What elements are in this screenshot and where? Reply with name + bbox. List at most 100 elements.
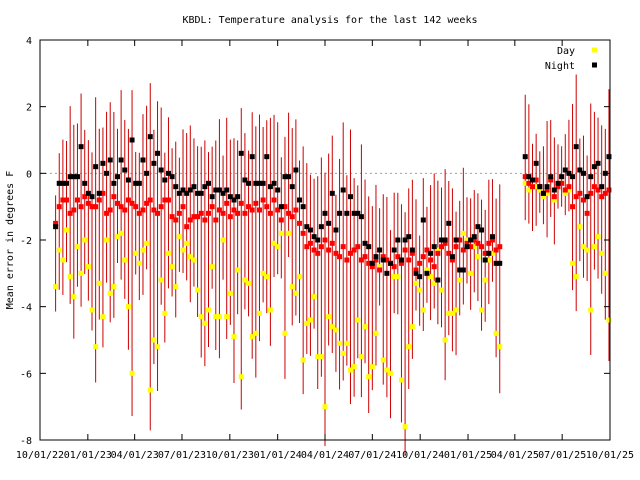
day-point — [93, 344, 99, 350]
mean-point — [136, 210, 142, 216]
night-point — [187, 187, 193, 193]
x-tick-label: 07/01/24 — [348, 450, 396, 461]
night-point — [198, 190, 204, 196]
mean-point — [486, 240, 492, 246]
night-point — [358, 214, 364, 220]
night-point — [173, 184, 179, 190]
night-point — [344, 210, 350, 216]
night-point — [220, 190, 226, 196]
mean-point — [406, 257, 412, 263]
night-point — [300, 204, 306, 210]
day-point — [129, 370, 135, 376]
day-point — [256, 310, 262, 316]
mean-point — [60, 197, 66, 203]
mean-point — [220, 210, 226, 216]
mean-point — [555, 184, 561, 190]
night-point — [78, 144, 84, 150]
day-point — [388, 370, 394, 376]
night-point — [191, 184, 197, 190]
mean-point — [358, 257, 364, 263]
day-point — [435, 247, 441, 253]
mean-point — [446, 250, 452, 256]
day-point — [497, 344, 503, 350]
mean-point — [457, 237, 463, 243]
day-point — [231, 334, 237, 340]
mean-point — [56, 204, 62, 210]
mean-point — [271, 197, 277, 203]
night-point — [227, 194, 233, 200]
day-point — [227, 290, 233, 296]
day-point — [471, 244, 477, 250]
day-point — [173, 284, 179, 290]
night-point — [497, 260, 503, 266]
night-point — [184, 190, 190, 196]
day-point — [100, 314, 106, 320]
day-point — [53, 284, 59, 290]
mean-point — [311, 247, 317, 253]
day-point — [64, 227, 70, 233]
day-point — [71, 294, 77, 300]
day-point — [493, 330, 499, 336]
day-point — [573, 274, 579, 280]
day-point — [202, 320, 208, 326]
mean-point — [300, 230, 306, 236]
legend-marker-day — [592, 47, 597, 53]
night-point — [384, 270, 390, 276]
mean-point — [424, 247, 430, 253]
night-point — [475, 224, 481, 230]
day-point — [584, 247, 590, 253]
night-point — [420, 217, 426, 223]
night-point — [573, 144, 579, 150]
mean-point — [340, 244, 346, 250]
mean-point — [297, 220, 303, 226]
night-point — [147, 134, 153, 140]
day-point — [155, 344, 161, 350]
night-point — [271, 180, 277, 186]
night-point — [111, 180, 117, 186]
mean-point — [78, 204, 84, 210]
day-point — [431, 280, 437, 286]
mean-point — [231, 207, 237, 213]
mean-point — [104, 210, 110, 216]
mean-point — [362, 254, 368, 260]
night-point — [326, 220, 332, 226]
night-point — [71, 174, 77, 180]
x-tick-label: 10/01/23 — [206, 450, 254, 461]
mean-point — [566, 184, 572, 190]
night-point — [413, 270, 419, 276]
mean-point — [304, 244, 310, 250]
night-point — [253, 180, 259, 186]
mean-point — [114, 200, 120, 206]
y-tick-label: -8 — [20, 436, 32, 447]
night-point — [580, 170, 586, 176]
night-point — [373, 254, 379, 260]
day-point — [140, 247, 146, 253]
day-point — [213, 314, 219, 320]
mean-point — [118, 204, 124, 210]
mean-point — [347, 250, 353, 256]
mean-point — [125, 197, 131, 203]
mean-point — [548, 177, 554, 183]
night-point — [206, 180, 212, 186]
night-point — [537, 184, 543, 190]
night-point — [249, 154, 255, 160]
night-point — [559, 174, 565, 180]
night-point — [278, 204, 284, 210]
y-tick-label: -6 — [20, 369, 32, 380]
y-tick-label: 4 — [26, 36, 32, 47]
night-point — [165, 170, 171, 176]
mean-point — [606, 187, 612, 193]
mean-point — [533, 177, 539, 183]
day-point — [402, 424, 408, 430]
mean-point — [438, 244, 444, 250]
y-tick-label: 0 — [26, 169, 32, 180]
day-point — [96, 280, 102, 286]
day-point — [144, 240, 150, 246]
mean-point — [224, 200, 230, 206]
mean-point — [111, 194, 117, 200]
night-point — [577, 167, 583, 173]
night-point — [162, 177, 168, 183]
night-point — [347, 194, 353, 200]
day-point — [253, 330, 259, 336]
